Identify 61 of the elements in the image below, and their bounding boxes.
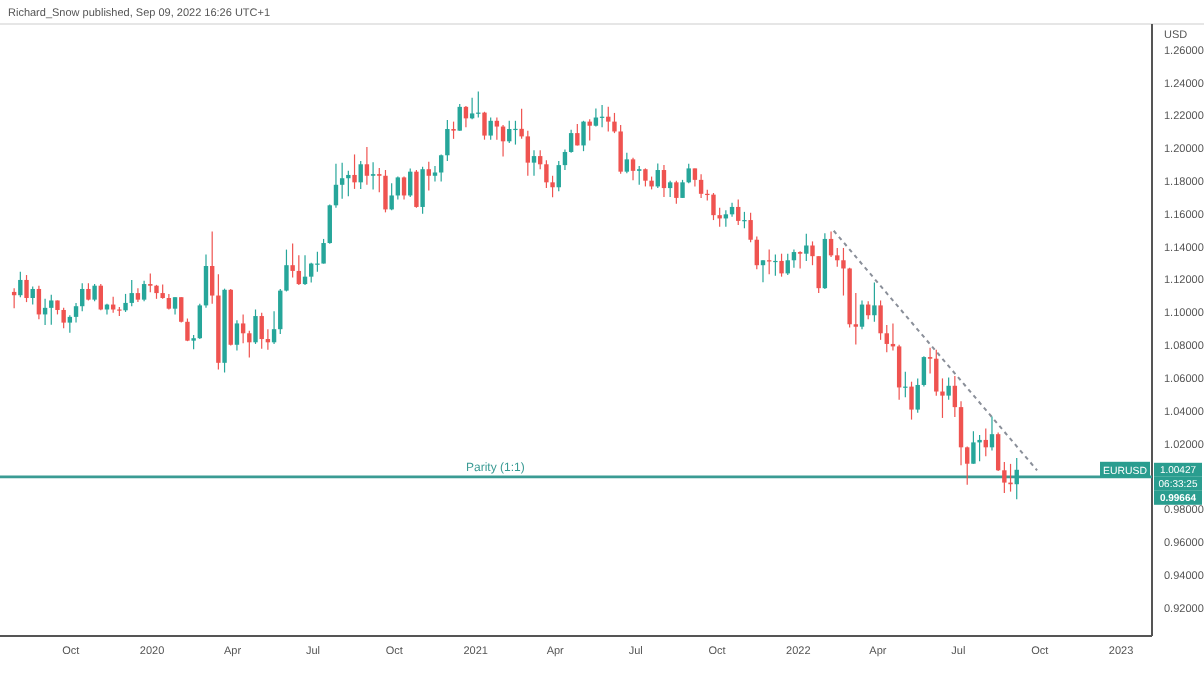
candlestick	[637, 165, 642, 186]
candlestick	[531, 149, 537, 177]
candlestick	[779, 253, 784, 278]
candlestick	[513, 120, 518, 146]
candlestick	[624, 152, 630, 174]
candlestick	[358, 160, 363, 190]
candlestick	[253, 308, 258, 345]
candlestick	[240, 313, 246, 344]
candlestick	[414, 169, 419, 209]
candlestick	[785, 253, 790, 276]
candlestick	[259, 312, 264, 350]
candlestick	[309, 262, 314, 284]
candlestick	[469, 97, 475, 120]
candlestick	[420, 166, 425, 215]
candlestick	[339, 162, 345, 200]
candlestick	[977, 434, 982, 462]
candlestick	[49, 294, 54, 326]
candlestick	[711, 192, 716, 221]
candlestick	[934, 349, 939, 397]
candlestick	[797, 250, 803, 270]
candlestick	[698, 173, 704, 199]
candlestick	[234, 319, 240, 352]
candlestick	[488, 116, 493, 141]
candlestick	[859, 299, 865, 330]
candlestick	[804, 233, 809, 262]
candlestick	[606, 106, 611, 133]
candlestick	[129, 279, 134, 307]
candlestick	[482, 111, 487, 141]
candlestick	[674, 180, 679, 205]
candlestick	[946, 376, 951, 401]
candlestick	[909, 381, 914, 421]
candlestick	[457, 103, 462, 132]
candlestick	[581, 120, 586, 152]
candlestick	[989, 415, 995, 452]
candlestick	[643, 167, 648, 188]
candlestick	[148, 272, 153, 293]
candlestick	[24, 274, 29, 303]
candlestick	[661, 164, 667, 198]
candlestick	[30, 285, 35, 306]
candlestick	[872, 281, 877, 323]
candlestick	[971, 430, 976, 465]
candlestick	[476, 90, 481, 119]
candlestick	[315, 251, 320, 273]
candlestick	[352, 153, 357, 190]
candlestick	[903, 371, 908, 398]
candlestick	[296, 254, 302, 286]
candlestick	[370, 161, 376, 190]
candlestick	[346, 170, 351, 197]
candlestick	[18, 271, 23, 298]
candlestick	[141, 280, 147, 302]
candlestick	[630, 157, 636, 181]
candlestick	[736, 198, 741, 226]
candlestick	[290, 242, 295, 279]
candlestick	[61, 307, 66, 329]
candlestick	[383, 169, 388, 213]
candlestick	[525, 130, 531, 177]
candlestick	[389, 182, 394, 211]
candlestick	[773, 253, 778, 277]
candlestick	[760, 259, 766, 283]
candlestick	[364, 146, 370, 186]
candlestick	[426, 161, 431, 192]
